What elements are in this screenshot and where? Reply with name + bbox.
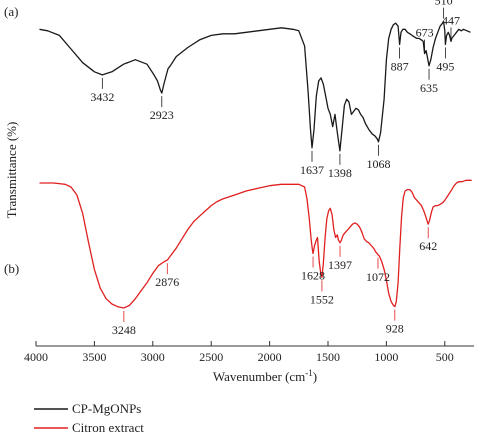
peak-label: 887 bbox=[391, 59, 409, 73]
panel-label-b: (b) bbox=[4, 261, 19, 276]
peak-label: 1552 bbox=[310, 292, 334, 306]
x-axis-ticks: 4000 3500 3000 2500 2000 1500 1000 500 bbox=[24, 341, 454, 364]
peak-label: 510 bbox=[435, 0, 453, 8]
peak-label: 642 bbox=[419, 239, 437, 253]
peak-label: 2876 bbox=[155, 275, 179, 289]
x-axis-title-close: ) bbox=[313, 369, 317, 384]
peak-label: 495 bbox=[436, 59, 454, 73]
peak-labels-citron-extract: 3248 2876 1628 1552 1397 1072 928 642 bbox=[112, 227, 437, 337]
peak-label: 2923 bbox=[150, 108, 174, 122]
peak-label: 635 bbox=[420, 81, 438, 95]
series-line-citron-extract bbox=[39, 179, 472, 309]
x-tick-label: 1000 bbox=[374, 350, 398, 364]
x-tick-label: 1500 bbox=[316, 350, 340, 364]
peak-label: 673 bbox=[416, 26, 434, 40]
peak-label: 1068 bbox=[366, 157, 390, 171]
series-line-cp-mgonps bbox=[39, 21, 471, 152]
peak-label: 1072 bbox=[366, 270, 390, 284]
peak-label: 447 bbox=[442, 13, 460, 27]
peak-labels-cp-mgonps: 3432 2923 1637 1398 1068 887 673 635 510 495 447 bbox=[90, 0, 460, 180]
x-tick-label: 3000 bbox=[141, 350, 165, 364]
x-tick-label: 4000 bbox=[24, 350, 48, 364]
legend-label-cp-mgonps: CP-MgONPs bbox=[72, 401, 141, 416]
peak-label: 1628 bbox=[301, 268, 325, 282]
peak-label: 3432 bbox=[90, 90, 114, 104]
x-axis-title: Wavenumber (cm-1) bbox=[213, 368, 317, 384]
peak-label: 1397 bbox=[328, 258, 352, 272]
x-axis-title-main: Wavenumber (cm bbox=[213, 369, 305, 384]
x-tick-label: 500 bbox=[436, 350, 454, 364]
peak-label: 3248 bbox=[112, 323, 136, 337]
legend: CP-MgONPs Citron extract bbox=[34, 401, 144, 435]
peak-label: 928 bbox=[386, 322, 404, 336]
x-tick-label: 3500 bbox=[82, 350, 106, 364]
peak-label: 1398 bbox=[328, 166, 352, 180]
x-tick-label: 2500 bbox=[199, 350, 223, 364]
y-axis-title: Transmittance (%) bbox=[4, 122, 19, 219]
panel-label-a: (a) bbox=[4, 4, 18, 19]
peak-label: 1637 bbox=[300, 163, 324, 177]
legend-label-citron-extract: Citron extract bbox=[72, 420, 144, 435]
x-axis-title-superscript: -1 bbox=[305, 368, 313, 378]
x-tick-label: 2000 bbox=[258, 350, 282, 364]
